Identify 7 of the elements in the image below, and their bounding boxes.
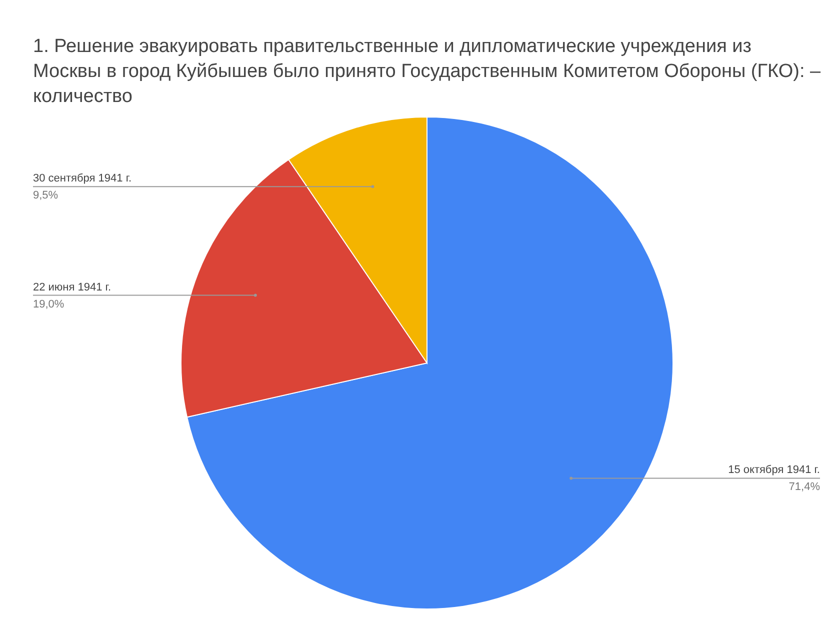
data-label: 19,0% xyxy=(33,298,64,310)
data-label: 9,5% xyxy=(33,190,58,202)
slice-label: 15 октября 1941 г. xyxy=(728,464,820,476)
slice-label: 22 июня 1941 г. xyxy=(33,281,112,294)
chart-title: 1. Решение эвакуировать правительственные и дипломатические учреждения из Москвы в город Куйбышев было принято Государственным Комитетом Обороны (ГКО): – количество xyxy=(33,36,822,107)
data-label: 71,4% xyxy=(788,481,820,494)
slice-label: 30 сентября 1941 г. xyxy=(33,172,132,185)
